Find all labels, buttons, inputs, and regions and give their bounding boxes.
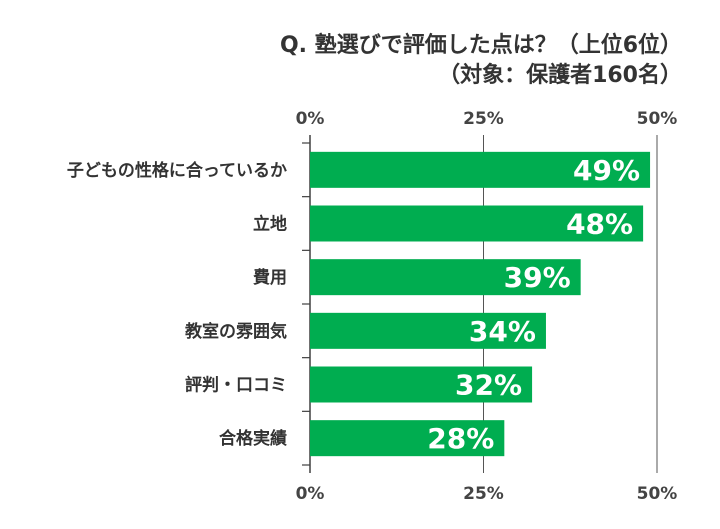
tick-label-top: 50%: [637, 109, 678, 129]
category-label: 評判・口コミ: [185, 375, 287, 396]
tick-label-bottom: 50%: [637, 484, 678, 504]
data-label: 28%: [427, 422, 494, 455]
category-label: 子どもの性格に合っているか: [67, 160, 287, 181]
tick-label-top: 25%: [463, 109, 504, 129]
data-label: 34%: [469, 315, 536, 348]
category-label: 費用: [253, 267, 287, 288]
tick-label-top: 0%: [296, 109, 325, 129]
data-label: 49%: [573, 154, 640, 187]
category-label: 教室の雰囲気: [184, 321, 287, 342]
chart-subtitle: （対象：保護者160名）: [438, 62, 682, 88]
chart-title: Q. 塾選びで評価した点は？（上位6位）: [280, 32, 682, 58]
data-label: 39%: [504, 261, 571, 294]
bar: [310, 151, 651, 188]
bar: [310, 312, 546, 349]
category-label: 合格実績: [219, 428, 287, 449]
bar: [310, 420, 505, 457]
bar: [310, 259, 581, 296]
data-label: 32%: [455, 369, 522, 402]
bar: [310, 205, 644, 242]
data-label: 48%: [566, 208, 633, 241]
tick-label-bottom: 0%: [296, 484, 325, 504]
category-label: 立地: [253, 214, 287, 235]
tick-label-bottom: 25%: [463, 484, 504, 504]
bar: [310, 366, 533, 403]
